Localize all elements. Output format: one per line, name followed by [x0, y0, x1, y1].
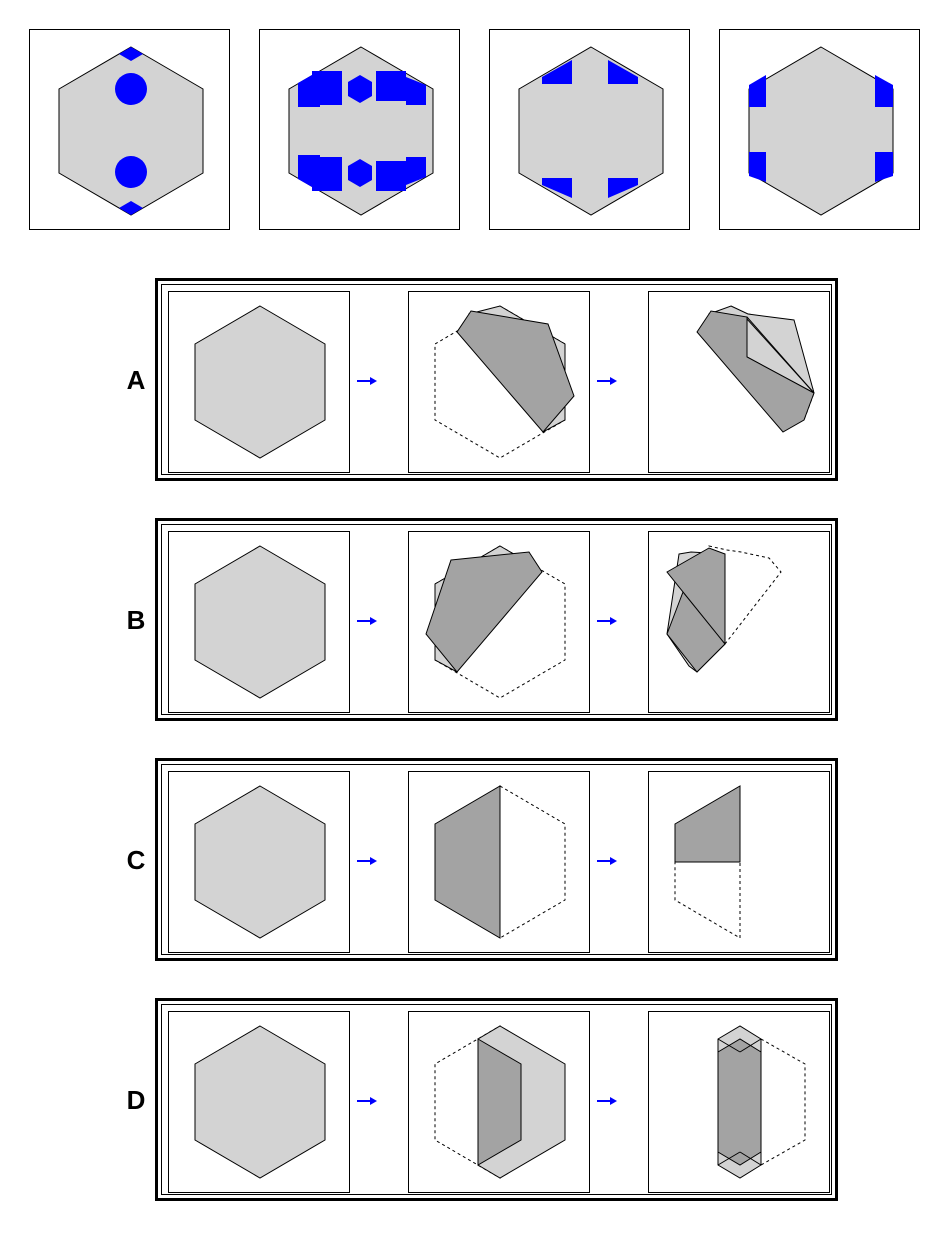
fold-step-2	[408, 771, 590, 953]
fold-step-3	[648, 1011, 830, 1193]
hexagon-paper	[194, 785, 326, 939]
fold-step-1	[168, 291, 350, 473]
folded-left-flap	[434, 1025, 566, 1179]
right-arrow-icon	[357, 617, 377, 625]
answer-card-2[interactable]	[259, 29, 460, 230]
folded-vertical	[434, 785, 566, 939]
folded-twice	[674, 785, 741, 939]
hexagon-with-square-holes	[288, 46, 434, 216]
folded-diagonal	[434, 305, 575, 459]
option-b[interactable]	[155, 518, 838, 721]
folded-twice	[696, 305, 815, 433]
fold-step-3	[648, 291, 830, 473]
right-arrow-icon	[357, 1097, 377, 1105]
fold-step-1	[168, 1011, 350, 1193]
hexagon-with-corner-notches	[748, 46, 894, 216]
option-c[interactable]	[155, 758, 838, 961]
right-arrow-icon	[597, 617, 617, 625]
option-d[interactable]	[155, 998, 838, 1201]
hexagon-with-circle-holes	[58, 46, 204, 216]
hexagon-paper	[194, 1025, 326, 1179]
right-arrow-icon	[357, 857, 377, 865]
right-arrow-icon	[597, 857, 617, 865]
option-letter-d: D	[126, 1085, 146, 1115]
answer-card-4[interactable]	[719, 29, 920, 230]
fold-step-2	[408, 291, 590, 473]
hexagon-paper	[194, 305, 326, 459]
folded-twice	[666, 545, 782, 673]
right-arrow-icon	[597, 377, 617, 385]
option-letter-c: C	[126, 845, 146, 875]
fold-step-3	[648, 771, 830, 953]
answer-card-1[interactable]	[29, 29, 230, 230]
hexagon-with-edge-notches	[518, 46, 664, 216]
folded-twice	[717, 1025, 806, 1179]
hexagon-paper	[194, 545, 326, 699]
right-arrow-icon	[597, 1097, 617, 1105]
option-letter-b: B	[126, 605, 146, 635]
folded-diagonal	[425, 545, 566, 699]
answer-card-3[interactable]	[489, 29, 690, 230]
right-arrow-icon	[357, 377, 377, 385]
fold-step-2	[408, 1011, 590, 1193]
fold-step-3	[648, 531, 830, 713]
fold-step-1	[168, 771, 350, 953]
fold-step-2	[408, 531, 590, 713]
option-a[interactable]	[155, 278, 838, 481]
option-letter-a: A	[126, 365, 146, 395]
fold-step-1	[168, 531, 350, 713]
